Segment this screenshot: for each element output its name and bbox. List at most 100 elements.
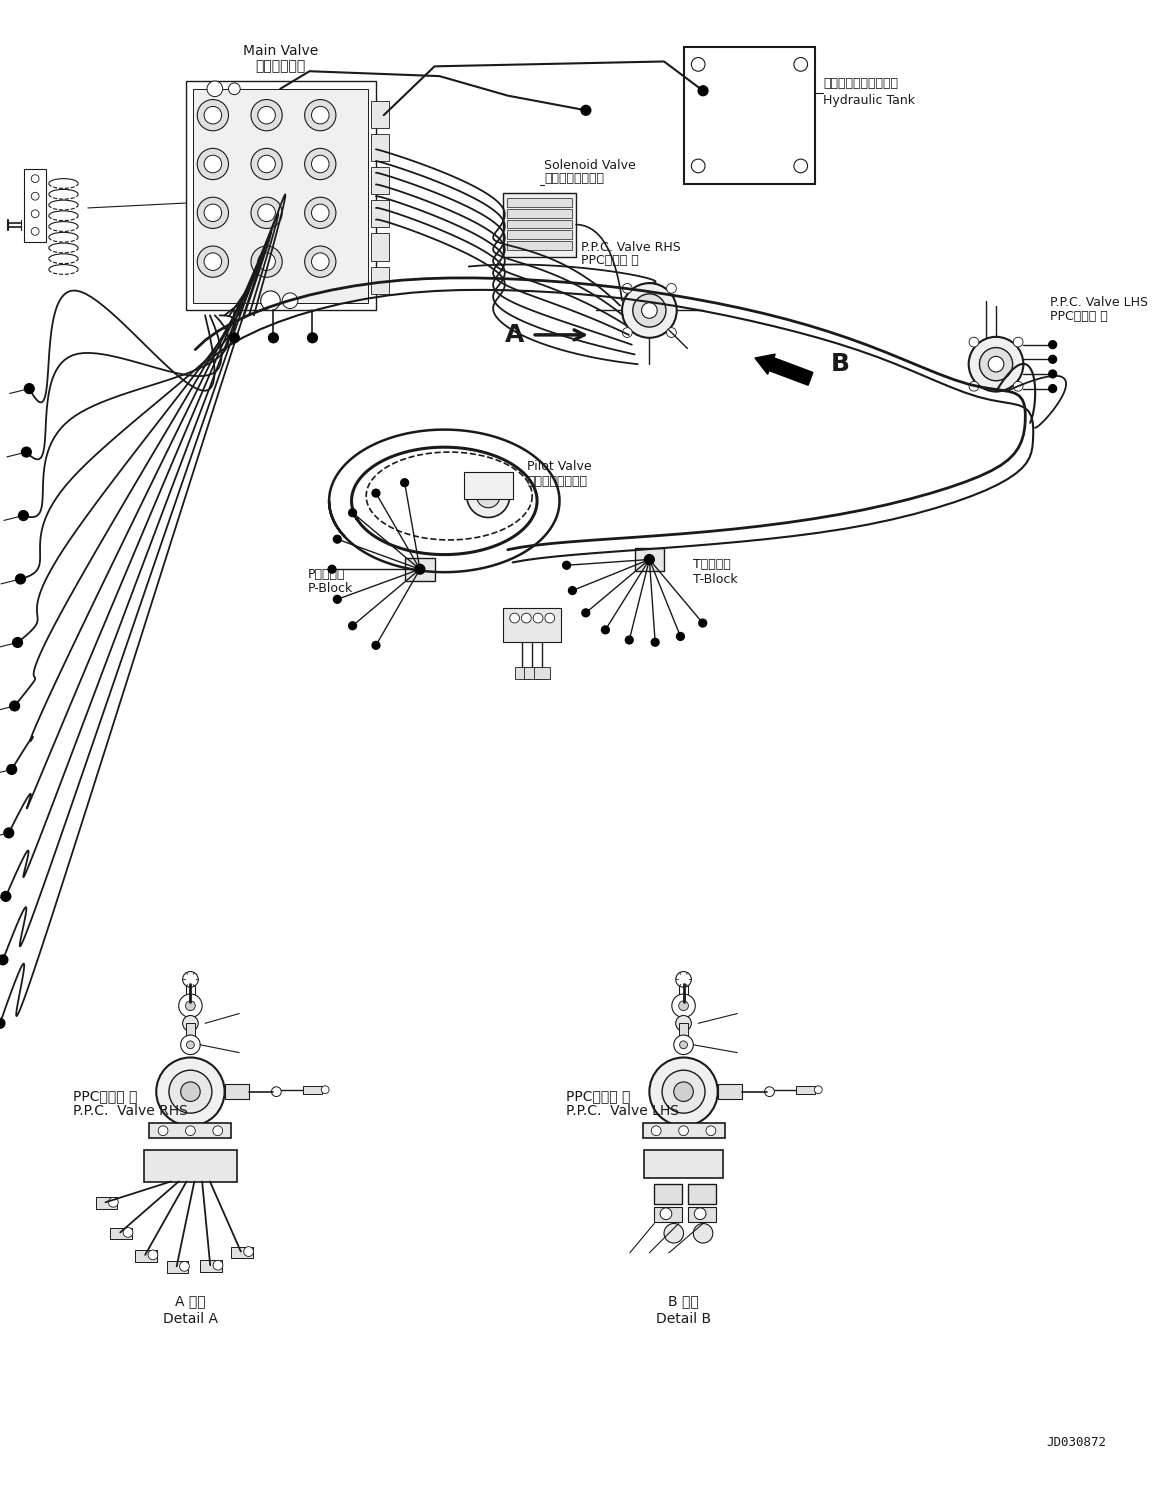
Circle shape <box>213 1260 223 1270</box>
Circle shape <box>673 1082 693 1102</box>
Circle shape <box>31 228 40 236</box>
Circle shape <box>649 1057 718 1126</box>
Bar <box>502 608 562 643</box>
Circle shape <box>666 283 677 294</box>
Circle shape <box>180 1035 200 1054</box>
Circle shape <box>213 1126 222 1136</box>
Circle shape <box>251 246 283 277</box>
Circle shape <box>633 294 666 327</box>
Circle shape <box>372 641 380 649</box>
Circle shape <box>148 1249 158 1260</box>
Circle shape <box>123 1227 133 1238</box>
Circle shape <box>989 356 1004 371</box>
Bar <box>302 1085 322 1093</box>
Bar <box>684 46 815 183</box>
Circle shape <box>15 574 26 584</box>
Circle shape <box>269 332 278 343</box>
Circle shape <box>676 972 691 987</box>
Circle shape <box>305 246 336 277</box>
Text: Pブロック: Pブロック <box>307 568 345 580</box>
Text: B: B <box>830 352 849 376</box>
Circle shape <box>328 565 336 573</box>
Circle shape <box>334 595 341 604</box>
Bar <box>507 198 572 207</box>
Circle shape <box>582 106 591 115</box>
Text: Solenoid Valve: Solenoid Valve <box>544 160 636 171</box>
Text: Pilot Valve: Pilot Valve <box>527 461 592 473</box>
Text: メインバルブ: メインバルブ <box>256 60 306 73</box>
Circle shape <box>969 382 979 391</box>
Circle shape <box>198 197 228 228</box>
Text: A: A <box>505 324 525 347</box>
Circle shape <box>1013 337 1023 347</box>
Circle shape <box>664 1224 684 1243</box>
Text: B 詳細: B 詳細 <box>669 1294 699 1309</box>
Circle shape <box>204 253 222 270</box>
Bar <box>655 1184 682 1203</box>
Circle shape <box>305 149 336 179</box>
Circle shape <box>179 1261 190 1272</box>
Circle shape <box>108 1197 119 1208</box>
Circle shape <box>198 246 228 277</box>
Circle shape <box>21 447 31 456</box>
Text: PPCバルブ 左: PPCバルブ 左 <box>566 1090 630 1103</box>
Circle shape <box>601 626 609 634</box>
Circle shape <box>305 100 336 131</box>
Circle shape <box>509 613 520 623</box>
Circle shape <box>3 828 14 838</box>
Bar <box>514 666 530 678</box>
Bar <box>502 194 576 256</box>
Bar <box>186 984 195 1002</box>
Bar <box>143 1150 237 1181</box>
Circle shape <box>661 1208 672 1220</box>
Circle shape <box>969 337 1023 392</box>
Circle shape <box>477 485 500 508</box>
Circle shape <box>258 155 276 173</box>
Bar <box>507 219 572 228</box>
Bar <box>231 1246 252 1258</box>
Circle shape <box>204 155 222 173</box>
Bar <box>95 1197 117 1209</box>
Circle shape <box>179 994 202 1017</box>
Bar <box>688 1206 715 1221</box>
Bar <box>200 1260 222 1272</box>
Circle shape <box>979 347 1013 380</box>
Circle shape <box>626 637 633 644</box>
Circle shape <box>251 197 283 228</box>
Circle shape <box>651 1126 661 1136</box>
Circle shape <box>676 1015 691 1032</box>
Bar <box>149 1123 231 1138</box>
Text: パイロットバルブ: パイロットバルブ <box>527 474 587 488</box>
Circle shape <box>401 479 408 486</box>
Bar <box>167 1261 188 1273</box>
Circle shape <box>691 160 705 173</box>
Circle shape <box>307 332 317 343</box>
Circle shape <box>305 197 336 228</box>
Circle shape <box>673 1035 693 1054</box>
Circle shape <box>694 1208 706 1220</box>
Circle shape <box>186 1126 195 1136</box>
Circle shape <box>312 253 329 270</box>
Circle shape <box>582 608 590 617</box>
Circle shape <box>651 638 659 646</box>
Circle shape <box>691 58 705 72</box>
Bar <box>371 100 388 128</box>
Circle shape <box>186 1041 194 1048</box>
Circle shape <box>31 192 40 200</box>
Circle shape <box>563 561 571 570</box>
Circle shape <box>271 1087 281 1096</box>
Bar <box>525 666 540 678</box>
Circle shape <box>794 58 807 72</box>
Circle shape <box>31 174 40 182</box>
Circle shape <box>814 1085 822 1093</box>
Circle shape <box>7 765 16 774</box>
Circle shape <box>244 1246 254 1257</box>
Circle shape <box>312 155 329 173</box>
Text: A 詳細: A 詳細 <box>176 1294 206 1309</box>
Circle shape <box>312 106 329 124</box>
Circle shape <box>622 328 633 337</box>
Circle shape <box>349 508 357 517</box>
Circle shape <box>644 555 655 565</box>
Bar <box>795 1085 815 1093</box>
FancyArrow shape <box>755 355 813 385</box>
